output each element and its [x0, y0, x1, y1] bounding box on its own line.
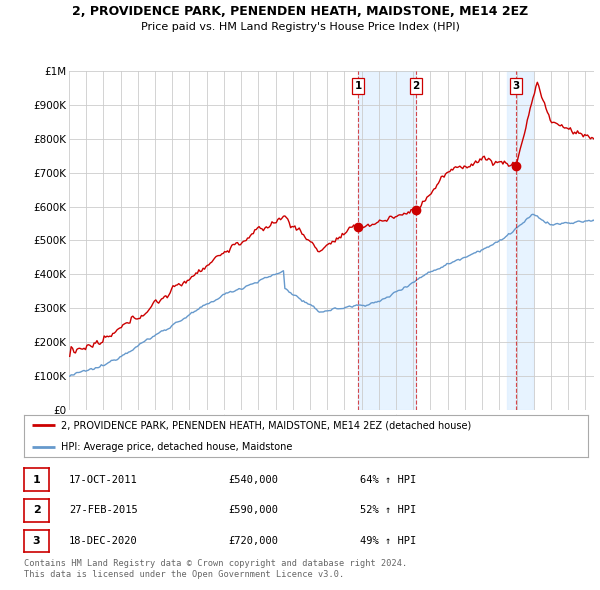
- Text: 17-OCT-2011: 17-OCT-2011: [69, 475, 138, 484]
- Text: £590,000: £590,000: [228, 506, 278, 515]
- Bar: [507, 71, 533, 410]
- Text: 1: 1: [33, 475, 40, 484]
- Text: 2, PROVIDENCE PARK, PENENDEN HEATH, MAIDSTONE, ME14 2EZ (detached house): 2, PROVIDENCE PARK, PENENDEN HEATH, MAID…: [61, 421, 471, 430]
- Text: 2: 2: [33, 506, 40, 515]
- Bar: [358, 71, 416, 410]
- Text: 3: 3: [512, 81, 520, 91]
- Text: 2: 2: [412, 81, 419, 91]
- Text: 64% ↑ HPI: 64% ↑ HPI: [360, 475, 416, 484]
- Text: 49% ↑ HPI: 49% ↑ HPI: [360, 536, 416, 546]
- Text: 3: 3: [33, 536, 40, 546]
- Text: 2, PROVIDENCE PARK, PENENDEN HEATH, MAIDSTONE, ME14 2EZ: 2, PROVIDENCE PARK, PENENDEN HEATH, MAID…: [72, 5, 528, 18]
- Text: £720,000: £720,000: [228, 536, 278, 546]
- Text: HPI: Average price, detached house, Maidstone: HPI: Average price, detached house, Maid…: [61, 442, 292, 451]
- Text: Contains HM Land Registry data © Crown copyright and database right 2024.
This d: Contains HM Land Registry data © Crown c…: [24, 559, 407, 579]
- Text: 18-DEC-2020: 18-DEC-2020: [69, 536, 138, 546]
- Text: 27-FEB-2015: 27-FEB-2015: [69, 506, 138, 515]
- Text: 1: 1: [355, 81, 362, 91]
- Text: Price paid vs. HM Land Registry's House Price Index (HPI): Price paid vs. HM Land Registry's House …: [140, 22, 460, 32]
- Text: £540,000: £540,000: [228, 475, 278, 484]
- Text: 52% ↑ HPI: 52% ↑ HPI: [360, 506, 416, 515]
